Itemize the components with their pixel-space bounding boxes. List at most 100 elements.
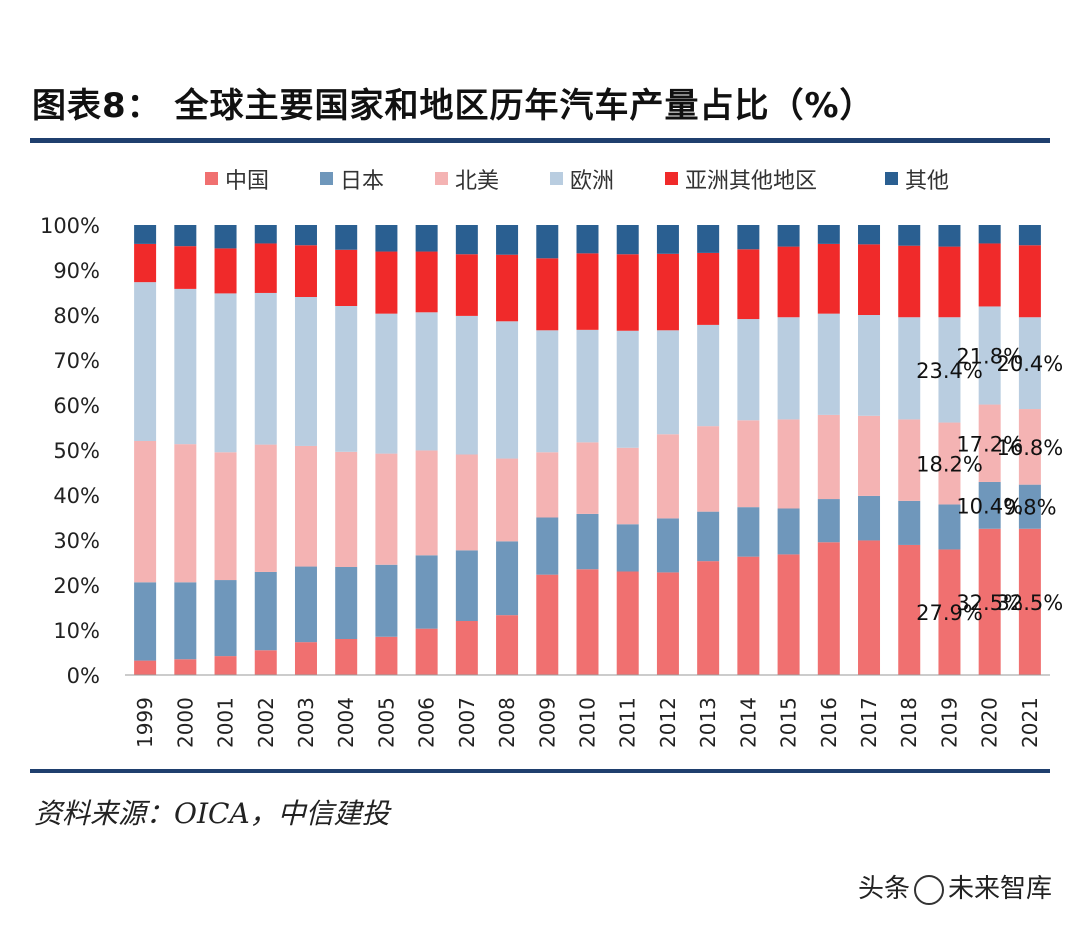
bar-segment [375, 453, 398, 565]
bar-segment [455, 621, 478, 675]
y-tick-label: 40% [53, 484, 100, 508]
x-tick-label: 2007 [455, 697, 479, 748]
watermark: 头条 未来智库 [858, 868, 1052, 905]
bar-segment [294, 642, 317, 675]
bar-segment [294, 245, 317, 297]
bar-segment [214, 580, 237, 657]
y-tick-label: 20% [53, 574, 100, 598]
bar-segment [616, 447, 639, 525]
bar-segment [375, 251, 398, 314]
bar-segment [294, 445, 317, 567]
data-label: 10.4% [956, 494, 1023, 518]
bar-segment [335, 451, 358, 567]
source-note: 资料来源：OICA，中信建投 [34, 797, 390, 830]
bar-segment [737, 319, 760, 421]
legend-swatch [885, 172, 898, 185]
bar-segment [576, 225, 599, 254]
bar-segment [616, 225, 639, 255]
x-tick-label: 2001 [214, 697, 238, 748]
bar-segment [455, 454, 478, 551]
bar-segment [978, 528, 1001, 675]
y-tick-label: 30% [53, 529, 100, 553]
bar-segment [817, 243, 840, 314]
bar-segment [536, 330, 559, 453]
x-tick-label: 2006 [415, 697, 439, 748]
bar-segment [858, 495, 881, 541]
bar-segment [174, 444, 197, 583]
title-rule [30, 138, 1050, 143]
legend-swatch [320, 172, 333, 185]
data-label: 16.8% [997, 436, 1064, 460]
bar-segment [616, 254, 639, 331]
bar-segment [737, 420, 760, 508]
bar-segment [214, 248, 237, 294]
bar-segment [898, 500, 921, 545]
bar-segment [536, 258, 559, 331]
bar-segment [616, 571, 639, 675]
bar-segment [455, 254, 478, 316]
bar-segment [938, 549, 961, 675]
bar-segment [697, 324, 720, 427]
bar-segment [817, 542, 840, 675]
bar-segment [697, 561, 720, 675]
bar-segment [254, 444, 277, 572]
bar-segment [496, 254, 519, 322]
x-tick-label: 2019 [937, 697, 961, 748]
bar-segment [1018, 528, 1041, 675]
bar-segment [1018, 317, 1041, 410]
data-label: 21.8% [956, 345, 1023, 369]
bar-segment [858, 225, 881, 245]
x-tick-label: 1999 [133, 697, 157, 748]
x-tick-label: 2008 [495, 697, 519, 748]
bar-segment [777, 508, 800, 555]
bar-segment [214, 452, 237, 581]
bar-segment [858, 415, 881, 496]
x-tick-label: 2018 [897, 697, 921, 748]
bar-segment [415, 555, 438, 629]
bar-segment [978, 225, 1001, 244]
bar-segment [415, 251, 438, 313]
bar-segment [174, 225, 197, 247]
x-tick-label: 2010 [576, 697, 600, 748]
x-tick-label: 2003 [294, 697, 318, 748]
bar-segment [817, 313, 840, 415]
bar-segment [375, 313, 398, 454]
source-rule [30, 769, 1050, 773]
bar-segment [576, 513, 599, 570]
bar-segment [375, 636, 398, 675]
chart-title: 图表8： 全球主要国家和地区历年汽车产量占比（%） [32, 86, 875, 126]
bar-segment [697, 426, 720, 512]
x-tick-label: 2015 [777, 697, 801, 748]
bar-segment [254, 225, 277, 244]
bar-segment [415, 225, 438, 252]
legend-swatch [205, 172, 218, 185]
y-tick-label: 70% [53, 349, 100, 373]
legend-label: 欧洲 [570, 169, 614, 194]
x-tick-label: 2004 [334, 697, 358, 748]
bar-segment [978, 243, 1001, 307]
bar-segment [938, 225, 961, 247]
x-tick-label: 2011 [616, 697, 640, 748]
bar-segment [134, 243, 157, 283]
bar-segment [254, 650, 277, 675]
bar-segment [134, 282, 157, 441]
bar-segment [656, 253, 679, 331]
bar-segment [817, 499, 840, 543]
data-label: 32.5% [956, 591, 1023, 615]
watermark-prefix: 头条 [858, 874, 911, 904]
bar-segment [737, 225, 760, 250]
x-tick-label: 2005 [374, 697, 398, 748]
bar-segment [777, 554, 800, 675]
data-label: 18.2% [916, 453, 983, 477]
bar-segment [777, 317, 800, 420]
x-tick-label: 2020 [978, 697, 1002, 748]
bar-segment [174, 288, 197, 445]
bar-segment [496, 225, 519, 255]
bar-segment [496, 458, 519, 542]
bar-segment [174, 582, 197, 660]
y-tick-label: 80% [53, 304, 100, 328]
bar-segment [415, 450, 438, 556]
bar-segment [777, 246, 800, 318]
bar-segment [858, 315, 881, 416]
bar-segment [898, 544, 921, 675]
